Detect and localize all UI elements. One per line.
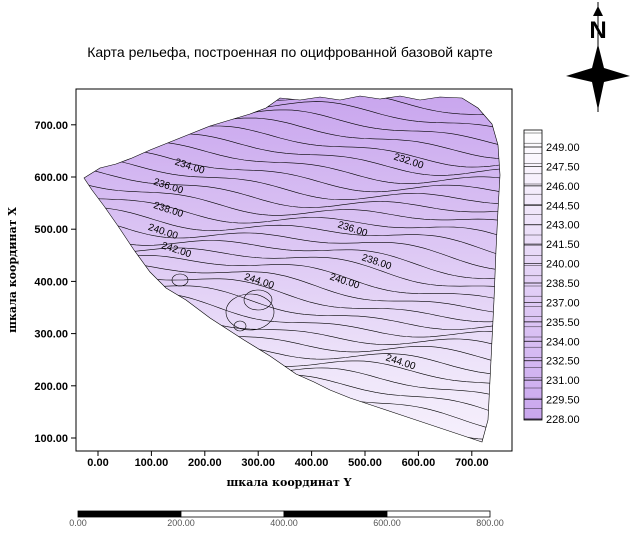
contour-ring [225, 293, 275, 331]
scale-bar-segment [77, 510, 182, 518]
y-tick-label: 200.00 [34, 381, 68, 393]
y-tick-label: 300.00 [34, 329, 68, 341]
contour-ring [243, 289, 273, 311]
legend-level-label: 228.00 [546, 414, 580, 426]
legend-level-label: 238.50 [546, 278, 580, 290]
y-tick-label: 400.00 [34, 276, 68, 288]
legend-level-label: 244.50 [546, 200, 580, 212]
scale-bar-segment [180, 510, 285, 518]
scale-bar-label: 200.00 [167, 518, 195, 528]
contour-line [84, 149, 500, 194]
legend-level-labels: 249.00 247.50 246.00 244.50 243.00 241.50 240.… [546, 142, 580, 426]
y-tick-label: 500.00 [34, 224, 68, 236]
scale-bar-label: 400.00 [270, 518, 298, 528]
legend-level-label: 243.00 [546, 220, 580, 232]
legend-level-label: 232.50 [546, 356, 580, 368]
x-tick-label: 400.00 [295, 457, 329, 469]
y-axis-label: шкала координат X [6, 207, 19, 333]
contour-line [84, 255, 500, 302]
contour-line [84, 166, 500, 213]
x-tick-label: 500.00 [348, 457, 382, 469]
map-title: Карта рельефа, построенная по оцифрованн… [87, 44, 493, 60]
contour-line [84, 181, 500, 222]
x-axis-ticks: 0.00 100.00 200.00 300.00 400.00 500.00 600.00… [87, 451, 489, 469]
contour-line [84, 215, 500, 271]
legend-level-lines [524, 132, 542, 420]
contour-line [84, 156, 500, 205]
region-outline [83, 95, 501, 443]
legend-level-label: 249.00 [546, 142, 580, 154]
legend-level-label: 240.00 [546, 259, 580, 271]
legend-level-label: 246.00 [546, 181, 580, 193]
y-tick-label: 100.00 [34, 433, 68, 445]
y-tick-label: 700.00 [34, 120, 68, 132]
legend-level-label: 241.50 [546, 239, 580, 251]
scale-bar-label: 0.00 [69, 518, 87, 528]
x-tick-label: 100.00 [135, 457, 169, 469]
x-tick-label: 600.00 [402, 457, 436, 469]
x-tick-label: 700.00 [455, 457, 489, 469]
contour-line [84, 229, 500, 279]
legend-level-label: 247.50 [546, 161, 580, 173]
contour-line [84, 205, 500, 258]
legend-color-bar [523, 129, 543, 421]
legend-level-label: 229.50 [546, 395, 580, 407]
x-tick-label: 200.00 [188, 457, 222, 469]
contour-line [84, 196, 500, 239]
north-arrow: N [566, 2, 630, 112]
compass-star-icon [566, 44, 630, 110]
legend-level-label: 231.00 [546, 375, 580, 387]
x-axis-label: шкала координат Y [226, 476, 351, 489]
legend-level-label: 235.50 [546, 317, 580, 329]
contour-line [84, 262, 500, 314]
scale-bar: 0.00 200.00 400.00 600.00 800.00 [69, 510, 504, 528]
x-tick-label: 300.00 [241, 457, 275, 469]
contour-line [84, 247, 500, 288]
y-tick-label: 600.00 [34, 172, 68, 184]
contour-ring [233, 320, 247, 332]
y-axis-ticks: 100.00 200.00 300.00 400.00 500.00 600.00 700.… [34, 120, 76, 445]
contour-ring [171, 273, 189, 287]
legend-level-label: 237.00 [546, 297, 580, 309]
scale-bar-label: 600.00 [373, 518, 401, 528]
legend-level-label: 234.00 [546, 336, 580, 348]
x-tick-label: 0.00 [87, 457, 108, 469]
relief-surface [84, 96, 500, 442]
north-label: N [589, 17, 606, 44]
scale-bar-label: 800.00 [476, 518, 504, 528]
scale-bar-segment [386, 510, 491, 518]
scale-bar-segment [283, 510, 388, 518]
